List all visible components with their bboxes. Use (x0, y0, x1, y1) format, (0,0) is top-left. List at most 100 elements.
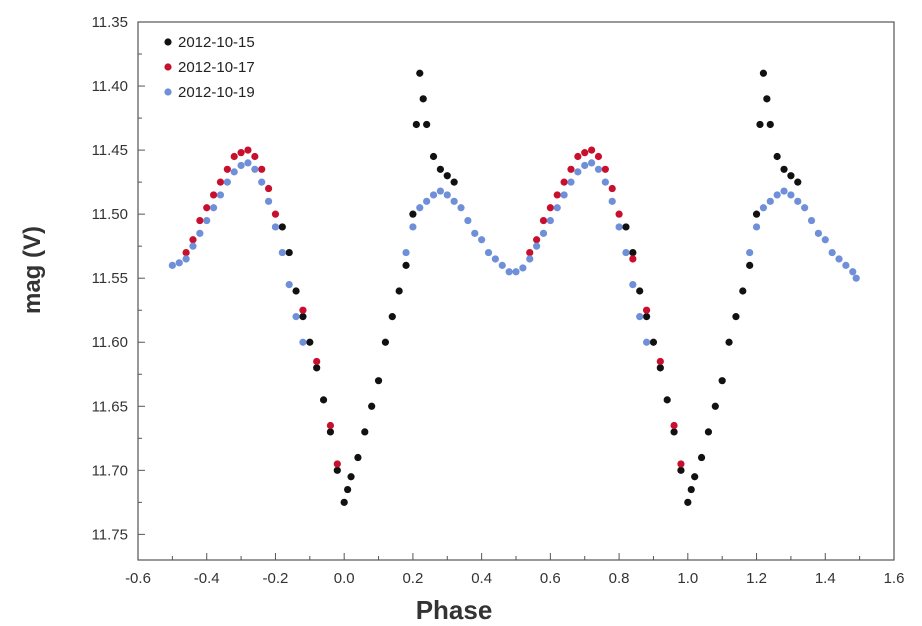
data-point (182, 248, 190, 257)
data-point (794, 178, 802, 186)
data-point (539, 229, 548, 237)
data-point (313, 364, 321, 372)
data-point (244, 146, 252, 154)
data-point (773, 191, 781, 199)
data-point (402, 261, 410, 269)
data-point (230, 168, 238, 176)
data-point (697, 453, 706, 462)
data-point (691, 473, 699, 481)
data-point (429, 152, 438, 161)
data-point (306, 338, 314, 346)
data-point (526, 255, 534, 263)
data-point (333, 466, 341, 474)
data-point (711, 402, 719, 410)
y-tick-label: 11.70 (92, 462, 128, 479)
data-point (588, 146, 596, 154)
data-point (752, 223, 761, 231)
data-point (828, 248, 836, 257)
data-point (835, 255, 843, 263)
data-point (313, 357, 321, 366)
data-point (670, 421, 678, 430)
data-point (409, 210, 417, 218)
data-point (849, 268, 857, 276)
data-point (594, 165, 603, 173)
data-point (567, 178, 575, 186)
series-2012-10-15 (278, 69, 802, 506)
y-tick-label: 11.75 (92, 526, 128, 543)
x-tick-label: 0.6 (540, 570, 561, 587)
data-point (443, 172, 451, 180)
data-point (752, 210, 761, 218)
data-point (402, 248, 410, 257)
data-point (409, 223, 417, 231)
data-point (608, 184, 616, 193)
data-point (196, 229, 204, 237)
data-point (278, 248, 286, 257)
data-point (175, 259, 183, 267)
data-point (642, 306, 651, 314)
data-point (588, 159, 596, 167)
data-point (450, 178, 458, 186)
data-point (636, 313, 644, 321)
data-point (608, 197, 616, 205)
legend-label: 2012-10-15 (178, 34, 255, 51)
data-point (491, 255, 499, 263)
data-point (807, 216, 816, 225)
data-point (546, 216, 554, 225)
data-point (203, 204, 211, 212)
data-point (271, 223, 280, 231)
data-point (533, 236, 541, 244)
legend: 2012-10-15 2012-10-17 2012-10-19 (164, 34, 255, 101)
data-point (581, 161, 589, 170)
data-point (395, 287, 403, 295)
data-point (677, 466, 685, 474)
data-point (787, 172, 795, 180)
data-point (581, 149, 589, 157)
data-point (746, 248, 754, 257)
data-point (759, 204, 768, 212)
data-point (533, 242, 541, 250)
x-tick-label: 1.2 (746, 570, 767, 587)
data-point (216, 178, 225, 186)
data-point (326, 421, 335, 430)
data-point (629, 255, 637, 263)
data-point (368, 402, 376, 410)
x-tick-label: 0.2 (402, 570, 423, 587)
y-tick-label: 11.50 (92, 206, 128, 223)
data-point (230, 152, 238, 161)
data-point (801, 204, 809, 212)
data-point (258, 165, 266, 173)
data-point (223, 165, 231, 173)
data-point (601, 178, 609, 186)
data-point (423, 120, 431, 129)
data-point (299, 313, 307, 321)
data-point (766, 120, 774, 129)
data-point (416, 204, 424, 212)
y-tick-label: 11.65 (92, 398, 128, 415)
data-point (189, 236, 197, 244)
data-point (773, 152, 781, 161)
data-point (429, 191, 438, 199)
x-axis-ticks: -0.6 -0.4 -0.2 0.0 0.2 0.4 0.6 0.8 1.0 1.2 1.4 1.6 (125, 553, 904, 587)
data-point (649, 338, 658, 346)
x-tick-label: -0.2 (263, 570, 289, 587)
data-point (264, 197, 273, 205)
data-point (464, 216, 472, 225)
data-point (629, 248, 637, 257)
data-point (794, 197, 802, 205)
data-point (244, 159, 252, 167)
legend-label: 2012-10-17 (178, 59, 255, 76)
data-point (412, 120, 420, 129)
data-point (271, 210, 280, 218)
x-tick-label: -0.6 (125, 570, 151, 587)
data-point (615, 223, 623, 231)
data-point (725, 338, 733, 346)
data-point (285, 280, 293, 289)
data-point (354, 453, 362, 462)
data-point (457, 204, 465, 212)
data-point (512, 268, 520, 276)
data-point (278, 223, 286, 231)
data-point (478, 236, 486, 244)
data-point (852, 274, 860, 282)
